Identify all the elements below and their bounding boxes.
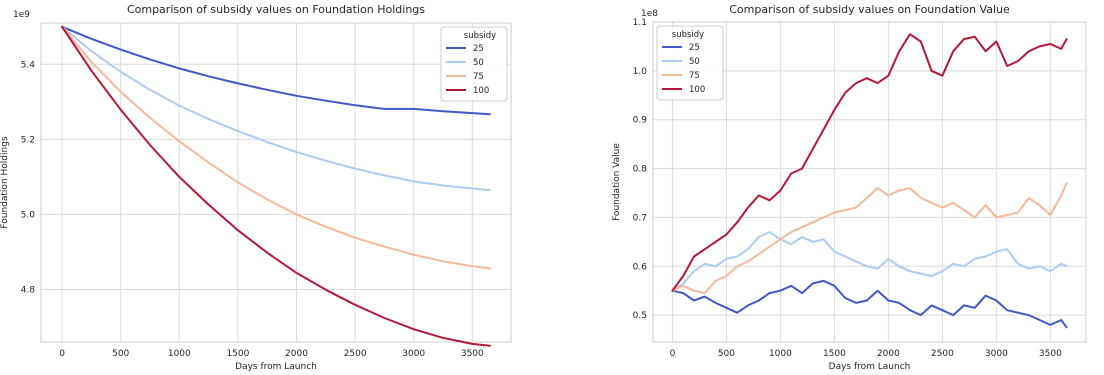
gridlines <box>41 23 511 342</box>
y-axis-label: Foundation Value <box>612 143 622 221</box>
y-offset-label: 1e8 <box>641 9 658 19</box>
legend-title: subsidy <box>464 31 496 41</box>
x-tick-label: 3500 <box>461 349 484 359</box>
y-tick-label: 0.8 <box>633 165 648 175</box>
plot-frame <box>40 22 512 343</box>
chart-left: 0 500 1000 1500 2000 2500 3000 3500 4.8 5.0 5.2 5.4… <box>0 3 512 372</box>
x-tick-label: 1500 <box>823 349 846 359</box>
x-tick-label: 1000 <box>769 349 792 359</box>
y-offset-label: 1e9 <box>13 10 30 20</box>
plot-frame <box>652 21 1087 343</box>
series-line-50 <box>61 25 491 191</box>
series-line-25 <box>61 25 491 116</box>
x-tick-label: 2000 <box>877 349 900 359</box>
x-tick-label: 0 <box>59 349 65 359</box>
series-line-75 <box>61 25 491 270</box>
series-line-25 <box>671 279 1068 329</box>
y-tick-label: 4.8 <box>21 285 36 295</box>
x-tick-label: 2500 <box>931 349 954 359</box>
legend-label: 100 <box>473 86 489 96</box>
y-tick-label: 1.1 <box>633 18 647 28</box>
legend-label: 50 <box>473 58 484 68</box>
x-tick-label: 2500 <box>344 349 367 359</box>
y-tick-label: 0.7 <box>633 213 647 223</box>
series-lines <box>671 33 1068 329</box>
legend-label: 100 <box>689 85 705 95</box>
legend-label: 25 <box>689 43 700 53</box>
y-tick-label: 0.5 <box>633 311 647 321</box>
series-line-75 <box>671 182 1068 295</box>
y-tick-label: 5.2 <box>21 135 35 145</box>
x-tick-label: 500 <box>112 349 129 359</box>
x-tick-label: 3000 <box>402 349 425 359</box>
x-tick-label: 500 <box>718 349 735 359</box>
y-axis-label: Foundation Holdings <box>0 136 10 229</box>
chart-title: Comparison of subsidy values on Foundati… <box>729 3 1010 16</box>
y-tick-label: 1.0 <box>633 67 648 77</box>
legend-box <box>656 25 724 101</box>
x-tick-label: 1000 <box>168 349 191 359</box>
y-tick-label: 0.9 <box>633 116 648 126</box>
x-axis-label: Days from Launch <box>235 362 317 372</box>
y-tick-label: 5.4 <box>21 60 36 70</box>
legend-label: 75 <box>473 72 484 82</box>
legend-label: 75 <box>689 71 700 81</box>
legend-title: subsidy <box>672 30 704 40</box>
chart-title: Comparison of subsidy values on Foundati… <box>127 3 425 16</box>
legend: subsidy 25 50 75 100 <box>440 26 508 102</box>
y-tick-label: 5.0 <box>21 210 36 220</box>
y-tick-label: 0.6 <box>633 262 648 272</box>
x-tick-label: 1500 <box>226 349 249 359</box>
series-line-100 <box>61 25 491 347</box>
legend-box <box>440 26 508 102</box>
legend: subsidy 25 50 75 100 <box>656 25 724 101</box>
x-tick-label: 0 <box>670 349 676 359</box>
legend-label: 50 <box>689 57 700 67</box>
x-tick-label: 3500 <box>1039 349 1062 359</box>
x-tick-label: 3000 <box>985 349 1008 359</box>
x-tick-label: 2000 <box>285 349 308 359</box>
series-lines <box>61 25 491 347</box>
series-line-100 <box>671 33 1068 292</box>
legend-label: 25 <box>473 44 484 54</box>
chart-right: 0 500 1000 1500 2000 2500 3000 3500 0.5 0.6 0.7 0.8… <box>612 3 1087 372</box>
series-line-50 <box>671 231 1068 292</box>
x-axis-label: Days from Launch <box>829 362 911 372</box>
